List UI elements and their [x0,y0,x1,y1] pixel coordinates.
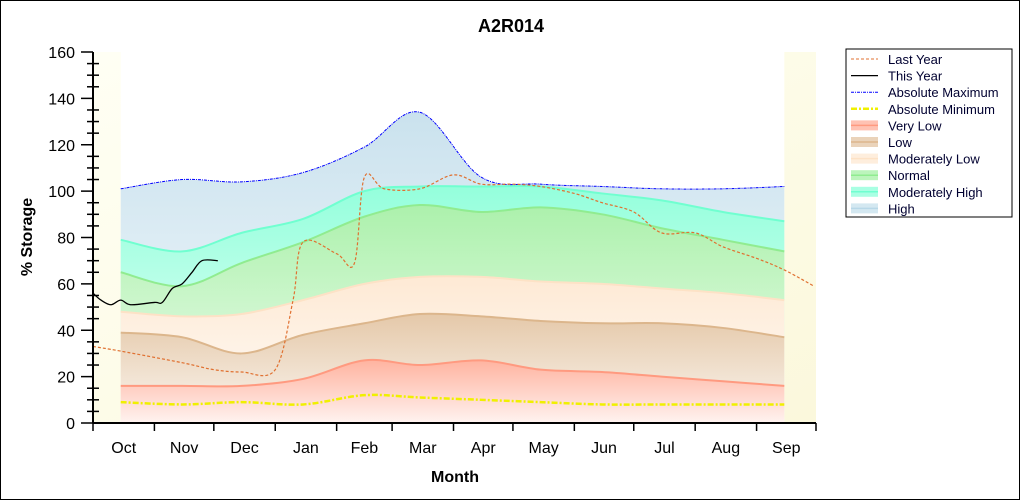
y-tick-label: 0 [66,416,75,433]
y-axis-label: % Storage [19,198,36,276]
x-tick-label: Apr [471,440,497,457]
x-tick-label: Feb [351,440,379,457]
y-tick-label: 140 [48,91,75,108]
legend-label: Moderately High [888,185,983,200]
band-edge-moderately-high [120,184,785,253]
x-tick-label: Aug [712,440,740,457]
legend-label: This Year [888,69,943,84]
band-edge-low [120,312,785,355]
x-axis-label: Month [431,469,479,486]
x-tick-label: Jun [591,440,617,457]
x-tick-label: Dec [230,440,258,457]
chart-title: A2R014 [478,16,544,36]
x-tick-label: Mar [409,440,437,457]
x-tick-label: Oct [111,440,136,457]
legend-label: Absolute Minimum [888,102,995,117]
legend-label: Last Year [888,52,943,67]
absolute-maximum-line [120,111,785,190]
band-very-low [120,359,785,423]
y-tick-label: 80 [57,231,75,248]
x-tick-label: May [529,440,559,457]
y-tick-label: 160 [48,45,75,62]
band-edge-moderately-low [120,275,785,318]
band-edge-very-low [120,358,785,388]
x-tick-label: Sep [772,440,801,457]
y-tick-label: 60 [57,277,75,294]
legend-label: Moderately Low [888,152,980,167]
x-tick-label: Jan [293,440,319,457]
y-tick-label: 40 [57,323,75,340]
legend-label: Absolute Maximum [888,85,999,100]
y-tick-label: 120 [48,138,75,155]
band-edge-normal [120,204,785,288]
legend-label: High [888,201,915,216]
y-tick-label: 20 [57,370,75,387]
legend-label: Very Low [888,118,942,133]
x-tick-label: Nov [170,440,198,457]
last-year-line [92,172,815,377]
x-tick-label: Jul [654,440,674,457]
y-tick-label: 100 [48,184,75,201]
legend-label: Low [888,135,912,150]
this-year-line [92,259,218,306]
legend-label: Normal [888,168,930,183]
